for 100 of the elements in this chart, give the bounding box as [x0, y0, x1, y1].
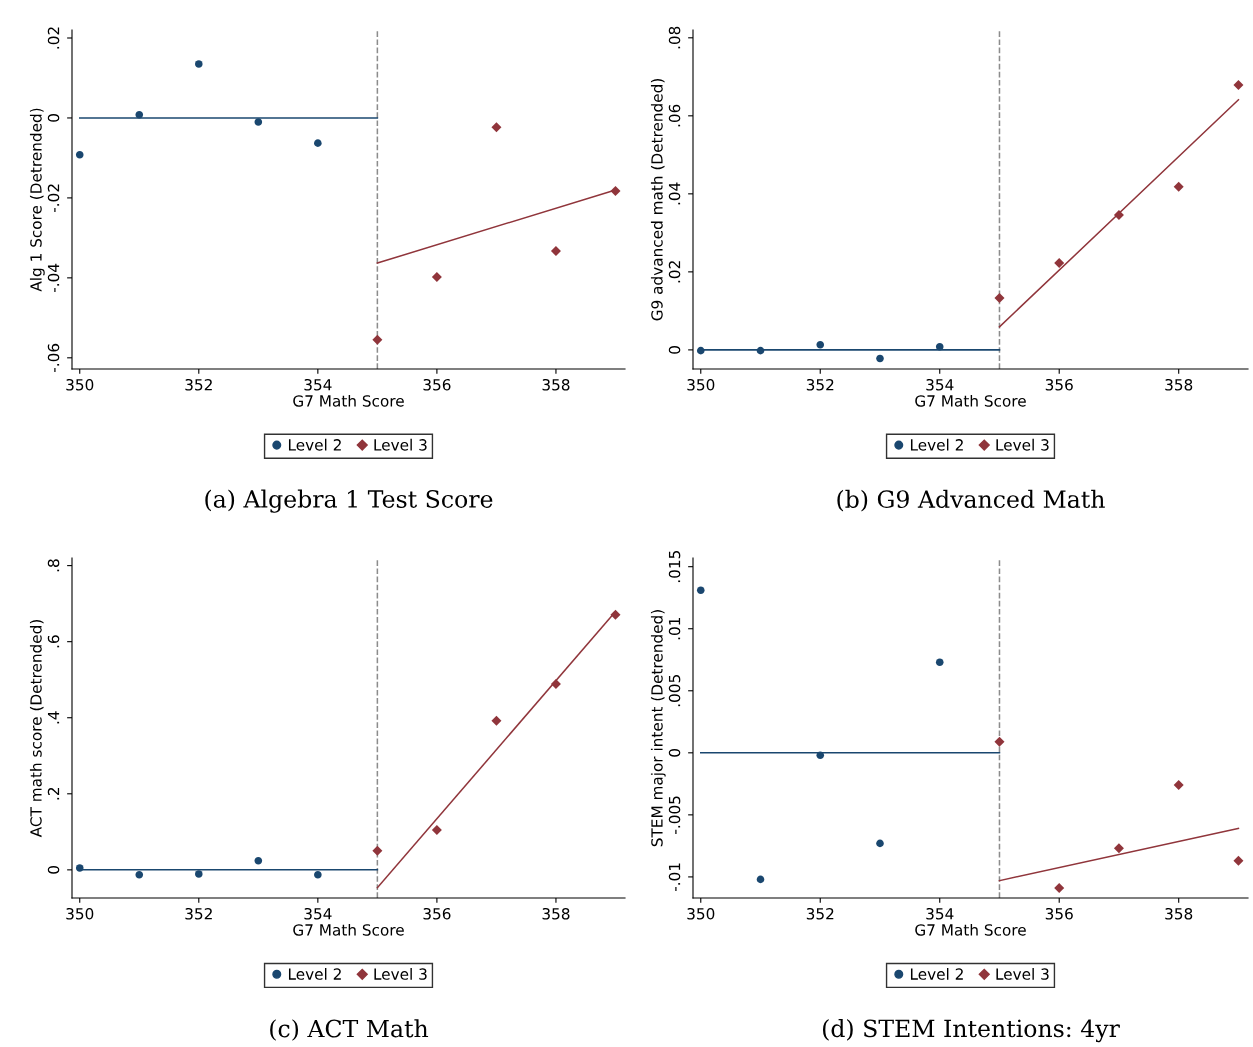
point: [550, 246, 561, 257]
y-tick-label: 0: [668, 346, 681, 354]
point: [756, 875, 765, 884]
legend-label: Level 3: [374, 438, 427, 451]
y-axis-title: G9 advanced math (Detrended): [650, 79, 665, 321]
legend-label: Level 2: [288, 438, 341, 451]
x-tick-label: 354: [926, 907, 954, 920]
y-tick-label: .08: [668, 26, 681, 49]
x-tick-label: 358: [1165, 907, 1193, 920]
point: [135, 871, 144, 879]
point: [491, 122, 502, 133]
point: [816, 751, 825, 760]
x-tick-label: 352: [806, 907, 834, 920]
x-tick-label: 356: [423, 378, 451, 391]
point: [372, 334, 383, 345]
x-tick-label: 354: [926, 378, 954, 391]
point: [610, 186, 621, 197]
y-tick-label: 0: [668, 748, 681, 757]
x-tick-label: 356: [423, 907, 451, 920]
x-axis-title: G7 Math Score: [293, 394, 404, 407]
text: (d) STEM Intentions: 4yr: [822, 1019, 1120, 1043]
point: [696, 346, 705, 355]
point: [1113, 209, 1124, 220]
x-axis-title: G7 Math Score: [293, 923, 404, 936]
y-tick-label: .01: [668, 617, 681, 640]
point: [1054, 257, 1065, 268]
x-tick-label: 356: [1045, 907, 1073, 920]
point: [816, 341, 825, 349]
y-tick-label: 0: [47, 114, 60, 122]
point: [372, 845, 383, 856]
point: [696, 586, 705, 595]
x-tick-label: 352: [185, 378, 212, 391]
legend-label: Level 2: [910, 968, 963, 980]
point: [994, 292, 1005, 304]
x-tick-label: 350: [687, 907, 715, 920]
x-tick-label: 356: [1045, 378, 1073, 391]
x-axis-title: G7 Math Score: [915, 923, 1026, 936]
point: [314, 139, 322, 147]
point: [756, 346, 765, 355]
y-axis-title: ACT math score (Detrended): [29, 620, 44, 838]
y-tick-label: .6: [47, 635, 60, 648]
y-tick-label: -.02: [47, 184, 60, 213]
point: [1233, 855, 1244, 866]
y-tick-label: .2: [47, 788, 60, 800]
y-tick-label: .06: [668, 104, 681, 127]
legend-label: Level 3: [996, 968, 1049, 980]
text: (c) ACT Math: [270, 1019, 429, 1041]
point: [994, 736, 1005, 747]
point: [75, 864, 84, 872]
point: [1233, 80, 1244, 91]
point: [194, 870, 203, 878]
x-tick-label: 350: [66, 907, 94, 920]
legend-label: Level 2: [288, 968, 341, 980]
y-tick-label: -.06: [47, 343, 60, 372]
point: [75, 150, 84, 159]
x-tick-label: 352: [806, 378, 834, 391]
point: [1113, 843, 1124, 854]
point: [1173, 181, 1184, 192]
y-tick-label: .04: [668, 182, 681, 205]
point: [1173, 780, 1184, 791]
x-axis-title: G7 Math Score: [915, 394, 1026, 407]
point: [876, 839, 884, 848]
x-tick-label: 358: [542, 907, 570, 920]
text: (b) G9 Advanced Math: [837, 489, 1105, 512]
point: [491, 715, 502, 726]
y-tick-label: .4: [47, 711, 60, 724]
legend-label: Level 2: [910, 438, 963, 451]
y-tick-label: .02: [47, 27, 60, 49]
x-tick-label: 358: [1165, 378, 1193, 391]
point: [135, 110, 144, 119]
y-axis-title: Alg 1 Score (Detrended): [29, 108, 45, 292]
point: [254, 856, 263, 865]
y-tick-label: -.01: [668, 863, 681, 892]
point: [610, 609, 621, 620]
y-tick-label: .8: [47, 559, 60, 572]
x-tick-label: 354: [304, 378, 332, 391]
point: [431, 272, 442, 283]
y-tick-label: -.005: [668, 796, 681, 834]
x-tick-label: 358: [542, 378, 570, 391]
point: [314, 871, 322, 879]
legend-label: Level 3: [374, 968, 427, 980]
point: [194, 60, 203, 68]
point: [254, 118, 263, 126]
point: [935, 658, 944, 667]
point: [876, 354, 884, 363]
y-tick-label: .005: [668, 675, 681, 707]
point: [935, 342, 944, 351]
x-tick-label: 350: [687, 378, 715, 391]
x-tick-label: 350: [66, 378, 94, 391]
x-tick-label: 354: [304, 907, 332, 920]
point: [1054, 883, 1065, 894]
point: [550, 678, 561, 689]
x-tick-label: 352: [185, 907, 212, 920]
y-tick-label: .02: [668, 261, 681, 283]
legend-label: Level 3: [996, 438, 1049, 451]
y-axis-title: STEM major intent (Detrended): [650, 610, 666, 847]
point: [431, 824, 442, 835]
y-tick-label: -.04: [47, 263, 60, 293]
text: (a) Algebra 1 Test Score: [205, 489, 493, 513]
y-tick-label: 0: [47, 866, 60, 874]
